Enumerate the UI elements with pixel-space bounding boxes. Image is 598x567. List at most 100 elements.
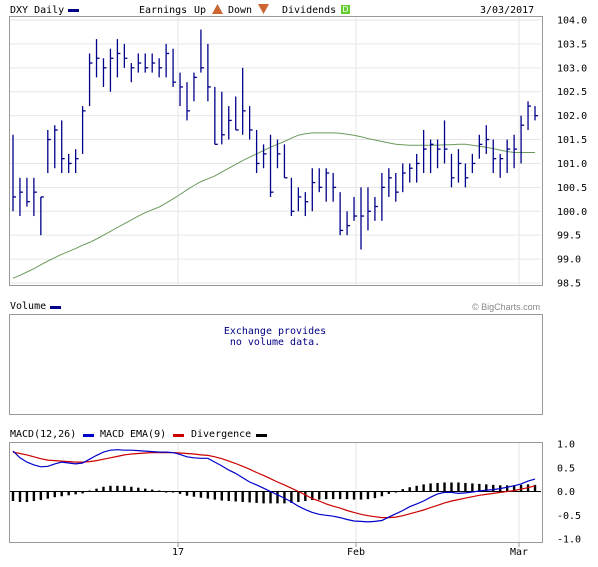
divergence-bar bbox=[401, 489, 404, 492]
price-bar bbox=[165, 43, 170, 78]
price-tick-label: 103.5 bbox=[557, 39, 587, 50]
price-tick-label: 102.0 bbox=[557, 111, 587, 122]
divergence-bar bbox=[422, 484, 425, 492]
divergence-bar bbox=[102, 486, 105, 492]
price-bar bbox=[450, 153, 455, 188]
price-bar bbox=[248, 106, 253, 140]
price-bar bbox=[33, 177, 37, 217]
divergence-bar bbox=[450, 482, 453, 492]
price-bar bbox=[464, 163, 469, 188]
price-bar bbox=[88, 53, 93, 107]
price-bar bbox=[123, 43, 128, 68]
price-bar bbox=[471, 153, 476, 174]
divergence-bar bbox=[519, 484, 523, 492]
x-tick-label: 17 bbox=[172, 547, 184, 558]
price-tick-label: 100.0 bbox=[557, 207, 587, 218]
price-bar bbox=[492, 139, 497, 174]
divergence-bar bbox=[185, 491, 189, 496]
price-bar bbox=[422, 129, 427, 174]
divergence-bar bbox=[311, 491, 314, 501]
price-bar bbox=[429, 139, 434, 174]
price-bar bbox=[346, 211, 351, 236]
price-bar bbox=[311, 168, 316, 212]
divergence-bar bbox=[512, 485, 516, 492]
divergence-bar bbox=[53, 491, 56, 498]
price-bar bbox=[457, 149, 462, 183]
divergence-bar bbox=[478, 483, 481, 492]
divergence-bar bbox=[144, 488, 147, 492]
macd-tick-label: -0.5 bbox=[557, 511, 581, 522]
divergence-bar bbox=[192, 491, 196, 497]
divergence-bar bbox=[234, 491, 237, 502]
divergence-bar bbox=[32, 491, 36, 501]
price-bar bbox=[200, 29, 204, 73]
price-bar bbox=[221, 91, 225, 145]
price-bar bbox=[193, 72, 197, 102]
divergence-bar bbox=[25, 491, 29, 502]
price-bar bbox=[228, 106, 232, 140]
macd-tick-label: 1.0 bbox=[557, 440, 575, 451]
price-tick-label: 102.5 bbox=[557, 87, 587, 98]
price-bar bbox=[61, 120, 65, 174]
divergence-bar bbox=[157, 490, 161, 492]
divergence-bar bbox=[81, 491, 84, 494]
price-bar bbox=[388, 168, 392, 197]
divergence-bar bbox=[283, 491, 286, 504]
price-bar bbox=[360, 187, 364, 250]
divergence-bar bbox=[11, 491, 15, 501]
divergence-bar bbox=[227, 491, 230, 501]
macd-tick-label: 0.5 bbox=[557, 463, 575, 474]
earnings-label: Earnings bbox=[139, 5, 188, 16]
divergence-bar bbox=[18, 491, 22, 502]
divergence-bar bbox=[269, 491, 272, 504]
brand-label: © BigCharts.com bbox=[472, 302, 541, 312]
divergence-bar bbox=[151, 489, 154, 492]
dividends-label: Dividends bbox=[282, 5, 337, 16]
price-bar bbox=[179, 72, 184, 107]
price-bar bbox=[318, 168, 323, 193]
price-legend-swatch bbox=[68, 9, 79, 12]
ema-label: EMA(9) bbox=[130, 429, 167, 440]
macd-tick-label: -1.0 bbox=[557, 535, 581, 546]
price-tick-label: 99.5 bbox=[557, 231, 581, 242]
divergence-bar bbox=[290, 491, 293, 503]
price-bar bbox=[255, 129, 260, 174]
price-bar bbox=[214, 86, 218, 145]
price-bar bbox=[513, 134, 518, 169]
ema-line bbox=[12, 451, 536, 519]
macd-title: MACD(12,26) bbox=[10, 429, 77, 440]
divergence-bar bbox=[505, 485, 509, 492]
divergence-bar bbox=[394, 491, 397, 493]
price-bar bbox=[416, 153, 420, 183]
divergence-bar bbox=[429, 483, 432, 492]
price-bar bbox=[130, 63, 135, 83]
divergence-bar bbox=[220, 491, 223, 501]
price-tick-label: 98.5 bbox=[557, 279, 581, 290]
divergence-bar bbox=[443, 482, 446, 492]
divergence-bar bbox=[60, 491, 63, 497]
divergence-bar bbox=[255, 491, 258, 503]
divergence-bar bbox=[415, 485, 418, 492]
price-bar bbox=[339, 192, 344, 236]
price-bar bbox=[520, 115, 525, 164]
divergence-bar bbox=[436, 482, 439, 492]
price-bar bbox=[137, 53, 142, 73]
price-tick-label: 101.0 bbox=[557, 159, 587, 170]
x-tick-label: Mar bbox=[510, 547, 528, 558]
volume-legend-swatch bbox=[50, 306, 61, 309]
macd-legend-swatch bbox=[83, 434, 94, 437]
divergence-bar bbox=[178, 491, 182, 494]
price-bar bbox=[68, 153, 72, 174]
volume-message-line1: Exchange provides bbox=[223, 326, 327, 337]
macd-tick-label: 0.0 bbox=[557, 487, 575, 498]
price-bar bbox=[367, 187, 371, 231]
price-bar bbox=[95, 39, 100, 78]
divergence-bar bbox=[95, 488, 98, 492]
divergence-bar bbox=[241, 491, 244, 502]
divergence-bar bbox=[248, 491, 251, 503]
price-bar bbox=[402, 163, 406, 193]
divergence-bar bbox=[331, 491, 335, 500]
divergence-bar bbox=[46, 491, 49, 499]
chart-date: 3/03/2017 bbox=[480, 5, 535, 16]
